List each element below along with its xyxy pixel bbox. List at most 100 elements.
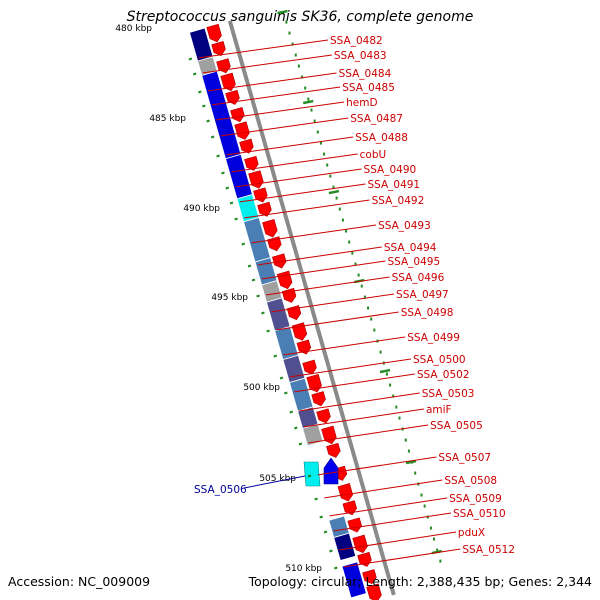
- gene-label: SSA_0507: [438, 452, 491, 464]
- gene-label-connector: [276, 311, 399, 331]
- scale-dot: [351, 251, 354, 255]
- gene-label: pduX: [458, 527, 485, 539]
- gene-label-connector: [244, 199, 370, 219]
- forward-gene-arrow: [306, 373, 322, 393]
- forward-gene-arrow: [234, 121, 250, 140]
- major-tick: [328, 189, 340, 195]
- gene-label-connector: [308, 424, 429, 444]
- tick-mark: [329, 549, 333, 553]
- scale-dot: [398, 416, 401, 420]
- gene-label: SSA_0502: [417, 369, 470, 381]
- tick-mark: [206, 119, 210, 123]
- gene-label: SSA_0482: [330, 35, 383, 47]
- tick-mark: [323, 530, 328, 534]
- gene-label-connector: [299, 392, 420, 412]
- gene-label-connector: [339, 531, 456, 551]
- forward-gene-arrow: [316, 408, 331, 424]
- tick-mark: [279, 376, 284, 380]
- tick-mark: [241, 242, 246, 246]
- major-tick: [302, 99, 314, 105]
- tick-label: 510 kbp: [285, 564, 322, 574]
- gene-label: hemD: [346, 97, 377, 109]
- gene-label: SSA_0483: [334, 50, 387, 62]
- scale-dot: [429, 526, 432, 530]
- gene-label: SSA_0506: [194, 484, 247, 496]
- scale-dot: [297, 64, 300, 68]
- backbone-line: [227, 20, 396, 596]
- scale-dot: [307, 97, 310, 101]
- tick-label: 495 kbp: [211, 293, 248, 303]
- tick-mark: [289, 410, 294, 414]
- tick-mark: [333, 566, 338, 570]
- gene-label-connector: [283, 336, 406, 356]
- forward-gene-arrow: [248, 170, 264, 189]
- gene-label: SSA_0499: [407, 332, 460, 344]
- forward-gene-arrow: [352, 534, 368, 554]
- gene-label-connector: [198, 39, 329, 59]
- scale-dot: [316, 130, 319, 134]
- scale-dot: [367, 306, 370, 310]
- gene-label: SSA_0509: [449, 493, 502, 505]
- gene-label: SSA_0512: [462, 544, 515, 556]
- scale-dot: [414, 471, 417, 475]
- scale-dot: [436, 548, 439, 552]
- major-tick: [277, 9, 288, 15]
- scale-dot: [370, 317, 373, 321]
- scale-dot: [433, 537, 436, 541]
- forward-gene-arrow: [220, 72, 236, 92]
- gene-label: SSA_0503: [422, 388, 475, 400]
- scale-dot: [389, 383, 392, 387]
- gene-label-connector: [216, 101, 345, 121]
- scale-dot: [392, 394, 395, 398]
- scale-dot: [326, 163, 329, 167]
- cog-category-block: [266, 297, 291, 332]
- scale-dot: [345, 229, 348, 233]
- scale-dot: [335, 196, 338, 200]
- scale-dot: [360, 284, 363, 288]
- tick-label: 480 kbp: [115, 24, 152, 34]
- tick-mark: [273, 354, 278, 358]
- scale-dot: [357, 273, 360, 277]
- gene-label: SSA_0491: [367, 179, 420, 191]
- tick-mark: [229, 201, 234, 205]
- forward-gene-arrow: [211, 41, 226, 57]
- scale-dot: [319, 141, 322, 145]
- gene-label-connector: [261, 260, 386, 280]
- gene-label: SSA_0505: [430, 420, 483, 432]
- gene-label-connector: [257, 246, 382, 266]
- scale-dot: [332, 185, 335, 189]
- forward-gene-arrow: [253, 187, 268, 203]
- tick-mark: [261, 311, 265, 315]
- scale-dot: [294, 53, 297, 57]
- forward-gene-arrow: [206, 23, 222, 43]
- scale-dot: [426, 515, 429, 519]
- gene-label: SSA_0493: [378, 220, 431, 232]
- gene-label-connector: [202, 54, 332, 74]
- scale-dot: [304, 86, 307, 90]
- gene-label: SSA_0488: [355, 132, 408, 144]
- scale-dot: [285, 20, 288, 24]
- major-tick: [379, 368, 391, 374]
- cog-category-block: [341, 561, 367, 599]
- scale-dot: [439, 559, 442, 563]
- gene-label-connector: [343, 548, 461, 568]
- scale-dot: [404, 438, 407, 442]
- cog-category-block: [282, 354, 306, 384]
- tick-mark: [234, 217, 238, 221]
- scale-dot: [363, 295, 366, 299]
- scale-dot: [348, 240, 351, 244]
- scale-dot: [341, 218, 344, 222]
- forward-gene-arrow: [302, 359, 317, 375]
- gene-label-connector: [208, 72, 337, 92]
- genome-stats-label: Topology: circular; Length: 2,388,435 bp…: [248, 574, 592, 589]
- forward-gene-arrow: [271, 253, 287, 269]
- tick-label: 505 kbp: [259, 474, 296, 484]
- forward-gene-arrow: [296, 339, 312, 355]
- scale-dot: [310, 108, 313, 112]
- tick-mark: [307, 474, 312, 478]
- scale-dot: [323, 152, 326, 156]
- scale-dot: [288, 31, 291, 35]
- scale-dot: [313, 119, 316, 123]
- gene-label-connector: [333, 512, 452, 532]
